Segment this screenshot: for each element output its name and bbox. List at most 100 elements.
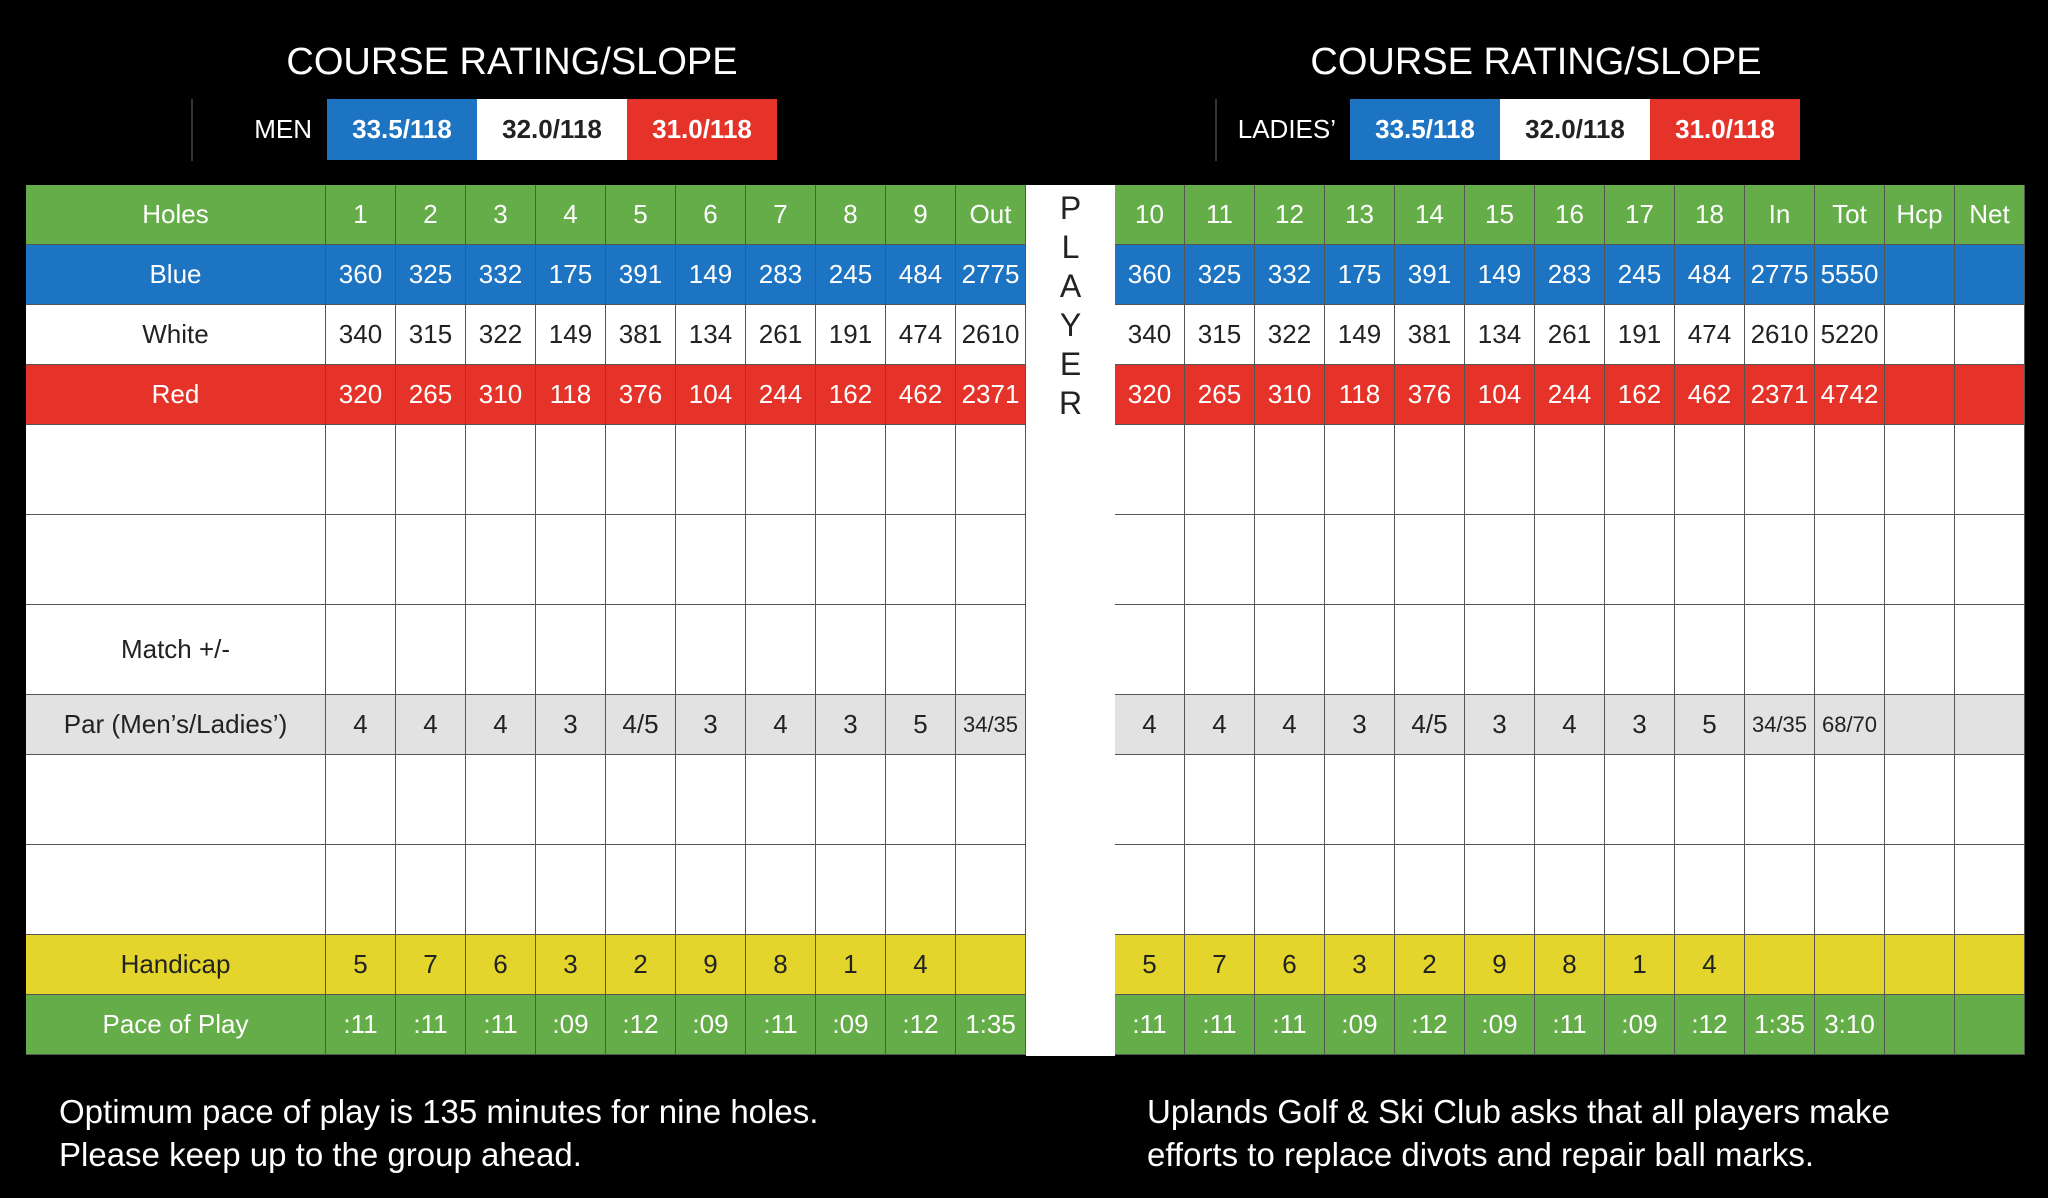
cell [26,845,326,935]
cell: 245 [1605,245,1675,305]
cell: Match +/- [26,605,326,695]
cell [326,605,396,695]
cell: Blue [26,245,326,305]
cell: 118 [536,365,606,425]
cell [1605,605,1675,695]
cell: :11 [396,995,466,1055]
cell: :09 [816,995,886,1055]
cell: 1:35 [956,995,1026,1055]
cell [1115,755,1185,845]
cell [1885,995,1955,1055]
cell [1325,605,1395,695]
cell: 3 [1605,695,1675,755]
cell [886,755,956,845]
cell [326,845,396,935]
cell [676,425,746,515]
cell [1885,755,1955,845]
cell: 6 [1255,935,1325,995]
rating-box: 32.0/118 [1500,99,1650,160]
cell: :09 [1465,995,1535,1055]
cell: 4 [886,935,956,995]
cell [1955,245,2025,305]
cell: 104 [676,365,746,425]
cell: 175 [536,245,606,305]
cell: 3:10 [1815,995,1885,1055]
cell: 320 [1115,365,1185,425]
cell: 261 [1535,305,1605,365]
cell: 5 [326,935,396,995]
cell: 3 [536,935,606,995]
cell: 12 [1255,185,1325,245]
cell: 315 [1185,305,1255,365]
cell [26,425,326,515]
cell: 332 [1255,245,1325,305]
cell [1395,845,1465,935]
cell: 15 [1465,185,1535,245]
cell: 462 [886,365,956,425]
cell: 4 [466,695,536,755]
cell: 34/35 [956,695,1026,755]
cell [1745,425,1815,515]
cell: 2775 [1745,245,1815,305]
rating-label: LADIES’ [1237,114,1336,144]
cell [606,425,676,515]
cell: 340 [326,305,396,365]
cell [816,845,886,935]
cell: 118 [1325,365,1395,425]
cell [466,845,536,935]
cell [1325,425,1395,515]
cell: 2371 [956,365,1026,425]
cell [1185,845,1255,935]
cell: 4 [536,185,606,245]
cell [466,605,536,695]
cell: 310 [466,365,536,425]
cell: 245 [816,245,886,305]
cell: 149 [676,245,746,305]
cell [1605,755,1675,845]
cell: 4 [746,695,816,755]
cell: 360 [1115,245,1185,305]
cell [1325,515,1395,605]
cell: 18 [1675,185,1745,245]
cell [1885,425,1955,515]
cell [676,515,746,605]
cell [1325,755,1395,845]
cell [606,605,676,695]
cell: :11 [326,995,396,1055]
cell: 2 [396,185,466,245]
cell [1185,755,1255,845]
cell: 6 [676,185,746,245]
cell [816,515,886,605]
rating-box: 31.0/118 [1650,99,1800,160]
note-line: Uplands Golf & Ski Club asks that all pl… [1147,1093,1890,1130]
cell: 5 [1115,935,1185,995]
cell: 3 [816,695,886,755]
cell: 5 [886,695,956,755]
cell [1745,935,1815,995]
cell: 283 [1535,245,1605,305]
cell [396,515,466,605]
cell: Out [956,185,1026,245]
cell [1395,755,1465,845]
cell: 7 [396,935,466,995]
cell [956,935,1026,995]
cell: 4 [1535,695,1605,755]
cell [1885,605,1955,695]
cell: 376 [606,365,676,425]
cell: 4 [1185,695,1255,755]
cell [1675,425,1745,515]
cell [1885,365,1955,425]
cell: :09 [676,995,746,1055]
cell [1255,515,1325,605]
cell: 4 [1255,695,1325,755]
cell [1535,605,1605,695]
cell: 4 [396,695,466,755]
cell: 2610 [1745,305,1815,365]
cell [956,515,1026,605]
cell [1185,515,1255,605]
cell [396,605,466,695]
cell [1465,425,1535,515]
cell: 7 [1185,935,1255,995]
cell [746,515,816,605]
